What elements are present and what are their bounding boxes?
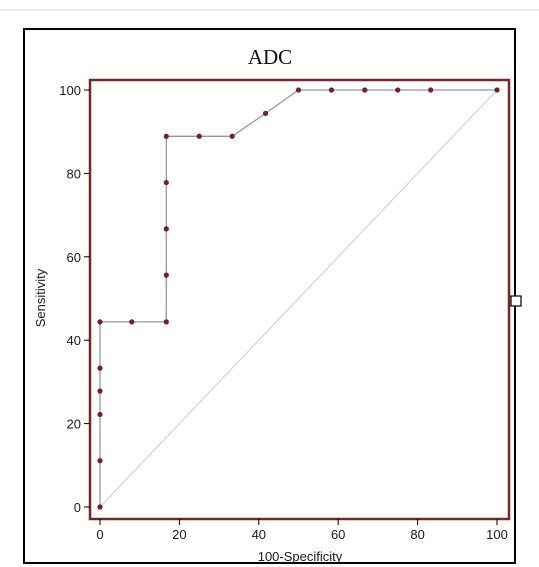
x-axis-label: 100-Specificity <box>258 549 343 564</box>
roc-point <box>362 87 368 93</box>
chart-title: ADC <box>248 45 292 69</box>
y-tick-label: 0 <box>74 500 81 515</box>
plot-border <box>88 78 511 521</box>
y-tick-label: 80 <box>67 166 81 181</box>
x-tick-label: 20 <box>172 527 186 542</box>
roc-point <box>494 87 500 93</box>
roc-point <box>163 133 169 139</box>
roc-point <box>97 458 103 464</box>
roc-point <box>97 411 103 418</box>
y-tick-label: 100 <box>59 83 81 98</box>
roc-point <box>129 319 135 325</box>
y-tick-label: 20 <box>67 417 81 432</box>
roc-point <box>395 87 401 93</box>
roc-point <box>328 87 335 93</box>
roc-point <box>295 87 302 93</box>
resize-handle <box>510 295 522 307</box>
roc-point <box>163 319 169 325</box>
reference-diagonal <box>99 89 498 508</box>
x-tick-label: 0 <box>96 527 103 542</box>
roc-point <box>163 226 169 232</box>
plot-area: 0 20 40 60 80 100 0 20 40 60 80 100 <box>59 78 511 542</box>
roc-point <box>428 87 434 93</box>
roc-point <box>97 504 103 510</box>
roc-point <box>97 365 103 371</box>
x-tick-label: 40 <box>252 527 266 542</box>
x-tick-label: 80 <box>410 527 424 542</box>
x-tick-label: 60 <box>331 527 345 542</box>
y-tick-label: 60 <box>67 250 81 265</box>
roc-point <box>97 388 103 394</box>
roc-point <box>163 272 169 278</box>
roc-point <box>229 133 235 139</box>
roc-point <box>163 179 169 186</box>
x-tick-label: 100 <box>486 527 508 542</box>
roc-point <box>196 133 202 139</box>
roc-point <box>97 319 103 325</box>
roc-point <box>262 110 269 116</box>
y-tick-label: 40 <box>67 333 81 348</box>
y-axis-label: Sensitivity <box>33 268 48 327</box>
